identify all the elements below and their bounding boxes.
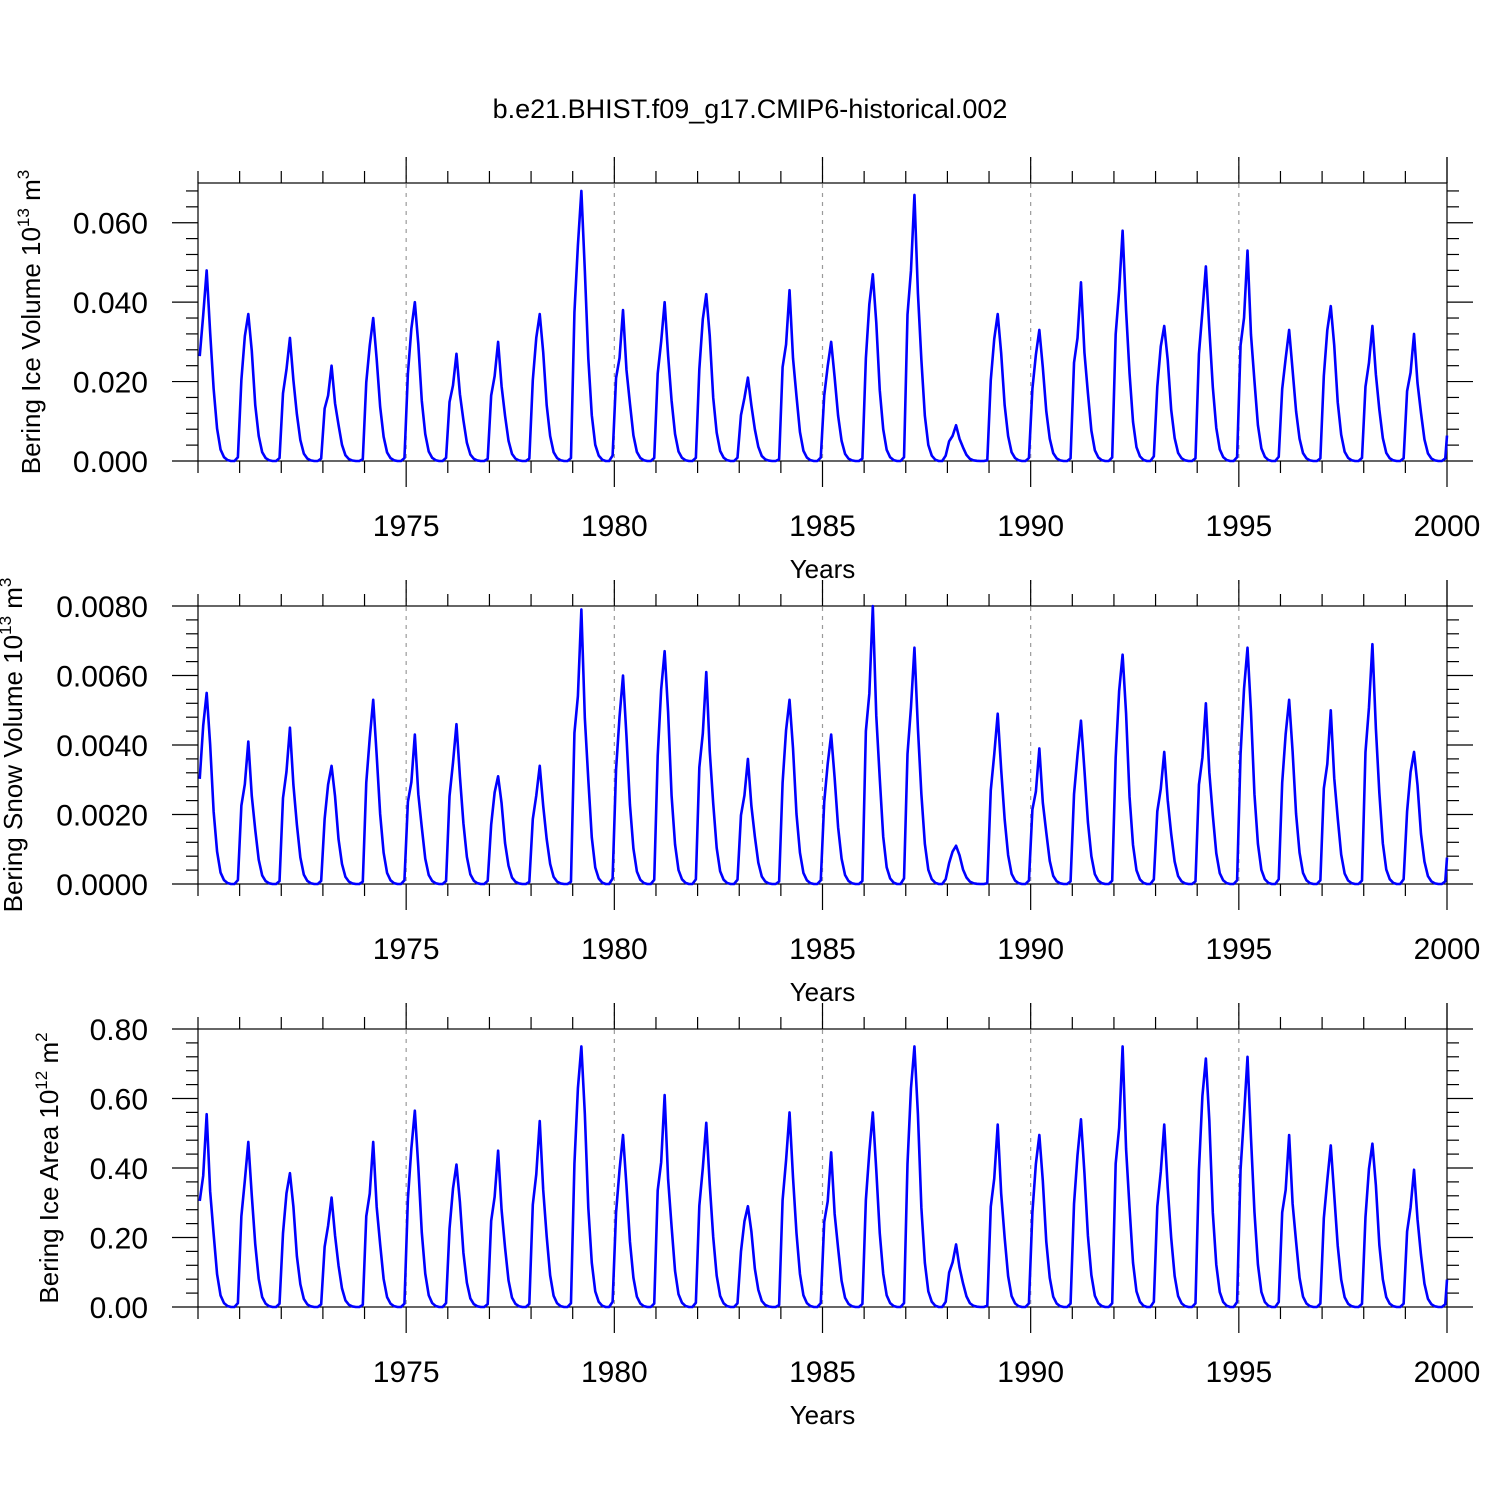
series-line bbox=[198, 1045, 1449, 1309]
y-axis-title-unit-exp: 3 bbox=[14, 170, 33, 179]
ytick-label: 0.40 bbox=[90, 1153, 148, 1186]
xtick-label-1985: 1985 bbox=[789, 510, 856, 543]
chart-title: b.e21.BHIST.f09_g17.CMIP6-historical.002 bbox=[493, 94, 1008, 124]
ytick-label: 0.040 bbox=[73, 287, 148, 320]
y-axis-title-main: Bering Ice Volume 10 bbox=[16, 227, 46, 474]
ytick-label: 0.00 bbox=[90, 1292, 148, 1325]
ytick-label: 0.0020 bbox=[56, 800, 148, 833]
y-axis-title: Bering Ice Volume 1013 m3 bbox=[14, 170, 46, 474]
ytick-label: 0.60 bbox=[90, 1084, 148, 1117]
x-axis-title: Years bbox=[790, 1400, 856, 1430]
y-axis-title-unit-exp: 2 bbox=[32, 1032, 51, 1041]
ytick-label: 0.0040 bbox=[56, 730, 148, 763]
xtick-label-1995: 1995 bbox=[1205, 1356, 1272, 1389]
xtick-label-2000: 2000 bbox=[1414, 933, 1481, 966]
x-axis-title: Years bbox=[790, 554, 856, 584]
ytick-label: 0.020 bbox=[73, 367, 148, 400]
ytick-label: 0.000 bbox=[73, 446, 148, 479]
y-axis-title-unit-exp: 3 bbox=[0, 578, 15, 587]
y-axis-title-exp: 12 bbox=[32, 1071, 51, 1090]
y-axis-title-main: Bering Ice Area 10 bbox=[34, 1090, 64, 1304]
xtick-label-1995: 1995 bbox=[1205, 933, 1272, 966]
xtick-label-1985: 1985 bbox=[789, 933, 856, 966]
xtick-label-1975: 1975 bbox=[373, 510, 440, 543]
xtick-label-1975: 1975 bbox=[373, 933, 440, 966]
xtick-label-1990: 1990 bbox=[997, 1356, 1064, 1389]
y-axis-title: Bering Snow Volume 1013 m3 bbox=[0, 578, 28, 913]
panel-2: 1975 1980 1985 1990 1995 2000 Years 0.0000 0.002… bbox=[0, 578, 1480, 1007]
series-line bbox=[198, 604, 1449, 886]
xtick-label-1990: 1990 bbox=[997, 933, 1064, 966]
y-axis-title-exp: 13 bbox=[14, 208, 33, 227]
ytick-label: 0.0060 bbox=[56, 661, 148, 694]
xtick-label-1985: 1985 bbox=[789, 1356, 856, 1389]
ytick-label: 0.060 bbox=[73, 208, 148, 241]
xtick-label-1980: 1980 bbox=[581, 933, 648, 966]
y-axis-title-unit: m bbox=[16, 179, 46, 208]
panel-3: 1975 1980 1985 1990 1995 2000 Years 0.00 0.20 0.4… bbox=[32, 1003, 1480, 1430]
xtick-label-2000: 2000 bbox=[1414, 510, 1481, 543]
xtick-label-1980: 1980 bbox=[581, 1356, 648, 1389]
xtick-label-1975: 1975 bbox=[373, 1356, 440, 1389]
ytick-label: 0.0080 bbox=[56, 591, 148, 624]
y-axis-title-unit: m bbox=[34, 1042, 64, 1071]
ytick-label: 0.20 bbox=[90, 1223, 148, 1256]
xtick-label-1995: 1995 bbox=[1205, 510, 1272, 543]
ytick-label: 0.80 bbox=[90, 1014, 148, 1047]
y-axis-title-exp: 13 bbox=[0, 616, 15, 635]
ytick-label: 0.0000 bbox=[56, 869, 148, 902]
xtick-label-1980: 1980 bbox=[581, 510, 648, 543]
y-axis-title-main: Bering Snow Volume 10 bbox=[0, 635, 28, 913]
panel-1: 1975 1980 1985 1990 1995 2000 Years 0.000 0.020 0… bbox=[14, 157, 1480, 584]
x-axis-title: Years bbox=[790, 977, 856, 1007]
xtick-label-2000: 2000 bbox=[1414, 1356, 1481, 1389]
xtick-label-1990: 1990 bbox=[997, 510, 1064, 543]
y-axis-title-unit: m bbox=[0, 587, 28, 616]
series-line bbox=[198, 189, 1449, 463]
y-axis-title: Bering Ice Area 1012 m2 bbox=[32, 1032, 64, 1303]
